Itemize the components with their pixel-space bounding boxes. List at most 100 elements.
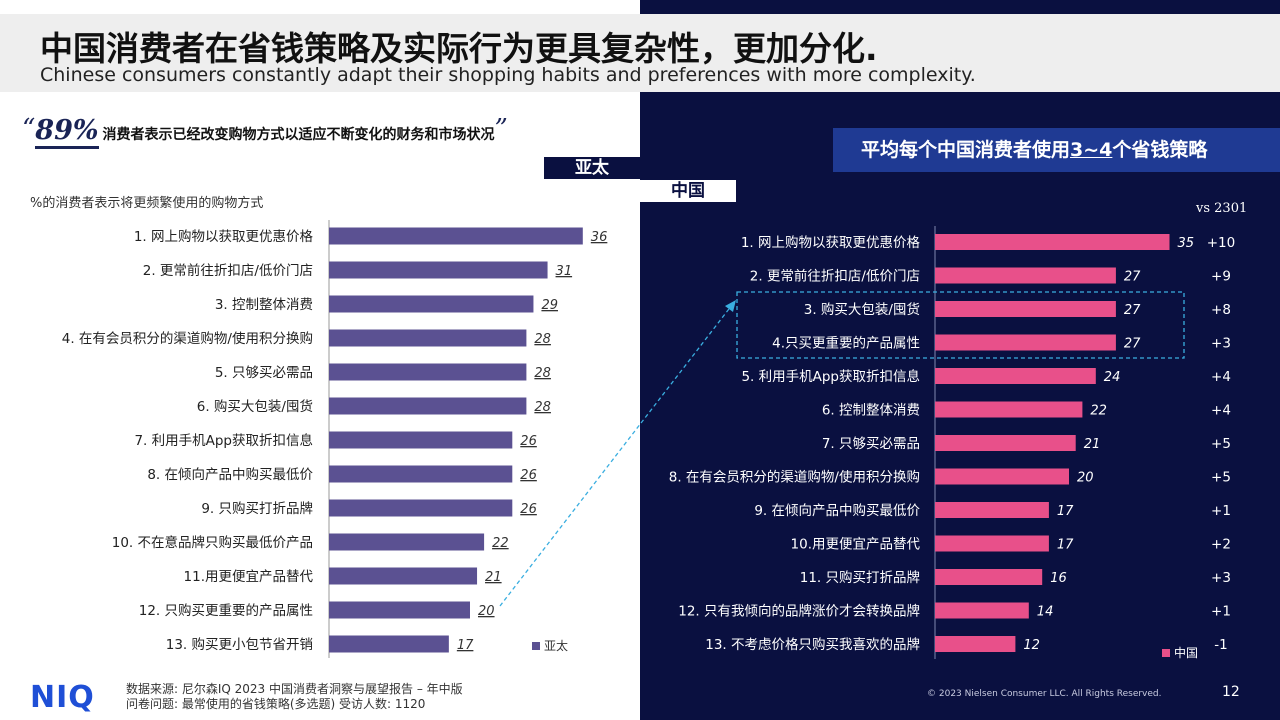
bar [329,465,513,483]
category-label: 12. 只购买更重要的产品属性 [139,603,313,619]
vs-2301-value: +3 [1211,336,1231,352]
legend-label: 中国 [1174,645,1198,660]
arrow-head [725,300,736,312]
top-right-band [640,0,1280,14]
bar [329,601,470,619]
category-label: 11.用更便宜产品替代 [184,569,314,585]
data-label: 28 [534,400,551,415]
bar [935,334,1116,351]
bar [935,636,1016,652]
category-label: 2. 更常前往折扣店/低价门店 [750,268,920,285]
data-label: 26 [520,468,537,483]
category-label: 13. 购买更小包节省开销 [166,637,313,653]
bar [935,368,1096,384]
bar [329,499,513,517]
copyright: © 2023 Nielsen Consumer LLC. All Rights … [927,689,1162,699]
bar [329,329,527,347]
bar [935,234,1170,250]
data-label: 17 [1057,538,1074,553]
data-label: 28 [534,366,551,381]
category-label: 5. 利用手机App获取折扣信息 [741,368,920,385]
data-label: 29 [541,298,558,313]
data-label: 27 [1124,337,1141,352]
bar [935,435,1076,451]
data-label: 26 [520,434,537,449]
quote-close-mark: ” [494,114,508,144]
bar [329,261,548,279]
header-band [0,14,1280,92]
legend-swatch [532,642,540,650]
bar [935,569,1043,585]
bar [329,431,513,449]
right-chart-title: 平均每个中国消费者使用3~4个省钱策略 [833,128,1280,172]
data-label: 17 [457,638,474,653]
source-line-1: 数据来源: 尼尔森IQ 2023 中国消费者洞察与展望报告 – 年中版 [126,682,463,696]
vs-2301-value: +2 [1211,537,1231,553]
page-subtitle: Chinese consumers constantly adapt their… [40,64,976,86]
category-label: 1. 网上购物以获取更优惠价格 [134,229,314,245]
quote-callout: “89% 消费者表示已经改变购物方式以适应不断变化的财务和市场状况” [22,114,508,149]
category-label: 10. 不在意品牌只购买最低价产品 [112,534,313,551]
data-label: 28 [534,332,551,347]
category-label: 4.只买更重要的产品属性 [772,336,920,352]
bar [935,502,1049,518]
category-label: 2. 更常前往折扣店/低价门店 [143,262,313,279]
right-title-highlight: 3~4 [1070,139,1113,161]
highlight-box [736,291,1185,359]
vs-2301-value: +8 [1211,302,1231,318]
category-label: 7. 只够买必需品 [822,436,920,452]
data-label: 16 [1050,571,1067,586]
bar [329,295,534,313]
niq-logo: NIQ [30,680,95,715]
category-label: 10.用更便宜产品替代 [791,537,921,553]
vs-2301-value: +4 [1211,403,1231,419]
page-number: 12 [1222,684,1240,700]
data-label: 26 [520,502,537,517]
data-label: 27 [1124,303,1141,318]
category-label: 1. 网上购物以获取更优惠价格 [741,235,921,251]
tag-apac: 亚太 [544,157,640,179]
bar [935,267,1116,284]
data-label: 21 [485,570,502,585]
bar [935,602,1029,619]
bar [935,301,1116,317]
bar [935,535,1049,552]
legend-label: 亚太 [544,638,568,653]
page-title: 中国消费者在省钱策略及实际行为更具复杂性，更加分化. [40,29,878,68]
quote-text: 消费者表示已经改变购物方式以适应不断变化的财务和市场状况 [102,127,495,143]
bar [329,533,485,551]
bar [329,397,527,415]
footer-source: 数据来源: 尼尔森IQ 2023 中国消费者洞察与展望报告 – 年中版 问卷问题… [126,682,463,712]
data-label: 20 [478,604,495,619]
quote-open-mark: “ [22,114,36,144]
data-label: 17 [1057,504,1074,519]
legend-swatch [1162,649,1170,657]
right-title-prefix: 平均每个中国消费者使用 [861,139,1071,161]
bar [329,567,478,585]
data-label: 21 [1084,437,1101,452]
bar [329,363,527,381]
vs-2301-value: +4 [1211,369,1231,385]
vs-2301-value: +1 [1211,503,1231,519]
category-label: 12. 只有我倾向的品牌涨价才会转换品牌 [678,603,920,620]
source-line-2: 问卷问题: 最常使用的省钱策略(多选题) 受访人数: 1120 [126,697,426,711]
data-label: 36 [591,230,608,245]
tag-china: 中国 [640,180,736,202]
vs-2301-header: vs 2301 [1196,201,1248,216]
connector-arrow [499,304,733,607]
category-label: 8. 在有会员积分的渠道购物/使用积分换购 [669,469,920,486]
vs-2301-value: +9 [1211,269,1231,285]
vs-2301-value: +5 [1211,436,1231,452]
category-label: 5. 只够买必需品 [215,365,313,381]
bar [935,468,1069,485]
data-label: 22 [492,536,509,551]
category-label: 11. 只购买打折品牌 [800,569,920,586]
bar [935,401,1083,418]
bar [329,635,449,653]
data-label: 12 [1023,638,1040,653]
vs-2301-value: +3 [1211,570,1231,586]
vs-2301-value: +1 [1211,604,1231,620]
category-label: 6. 购买大包装/囤货 [197,398,313,415]
category-label: 8. 在倾向产品中购买最低价 [147,467,313,483]
